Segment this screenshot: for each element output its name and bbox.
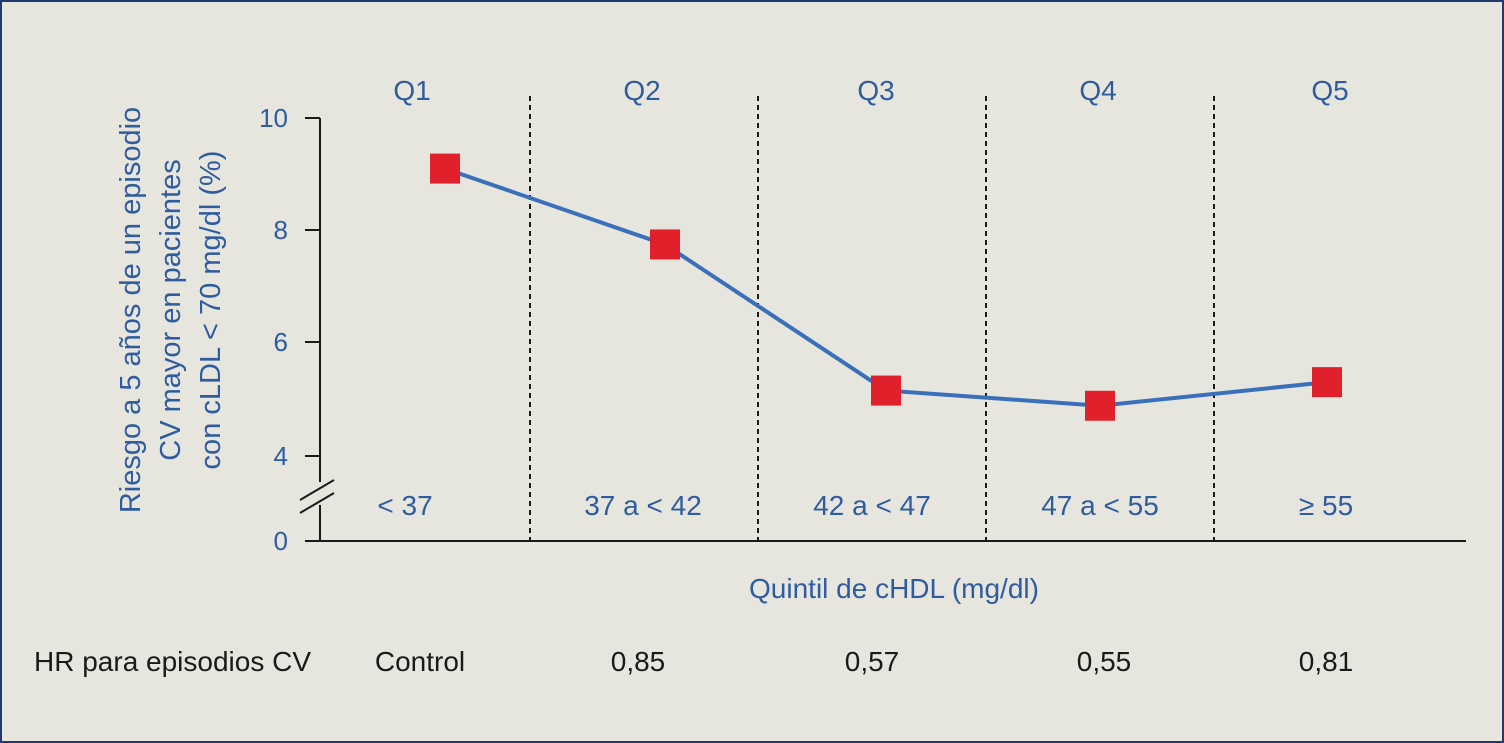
range-label-q4: 47 a < 55 xyxy=(1041,490,1159,521)
y-axis-label-line-1: Riesgo a 5 años de un episodio xyxy=(115,107,147,513)
hr-value-q4: 0,55 xyxy=(1077,646,1132,677)
hr-value-q1: Control xyxy=(375,646,465,677)
hr-value-q5: 0,81 xyxy=(1299,646,1354,677)
data-point-q4 xyxy=(1085,390,1115,421)
y-tick-label-10: 10 xyxy=(259,103,288,133)
hr-value-q2: 0,85 xyxy=(611,646,666,677)
range-label-q5: ≥ 55 xyxy=(1299,490,1353,521)
data-point-q2 xyxy=(650,229,680,260)
x-axis-label: Quintil de cHDL (mg/dl) xyxy=(749,573,1039,604)
data-point-q5 xyxy=(1312,367,1342,398)
range-label-q1: < 37 xyxy=(377,490,432,521)
y-tick-label-0: 0 xyxy=(274,526,288,556)
quintile-label-q2: Q2 xyxy=(623,75,660,106)
hr-row-label: HR para episodios CV xyxy=(34,646,311,677)
quintile-label-q1: Q1 xyxy=(393,75,430,106)
data-point-q3 xyxy=(871,375,901,406)
y-axis-label-line-2: CV mayor en pacientes xyxy=(155,159,187,460)
y-axis-label-line-3: con cLDL < 70 mg/dl (%) xyxy=(195,151,227,470)
range-label-q3: 42 a < 47 xyxy=(813,490,931,521)
y-tick-label-8: 8 xyxy=(274,215,288,245)
y-tick-label-6: 6 xyxy=(274,327,288,357)
axis-break-mark-2 xyxy=(299,492,335,514)
quintile-label-q3: Q3 xyxy=(857,75,894,106)
y-axis-label: Riesgo a 5 años de un episodio CV mayor … xyxy=(115,107,227,513)
y-tick-label-4: 4 xyxy=(274,441,288,471)
series-layer xyxy=(430,153,1342,421)
data-point-q1 xyxy=(430,153,460,184)
hr-value-q3: 0,57 xyxy=(845,646,900,677)
axis-break-mark-1 xyxy=(299,479,335,501)
range-label-q2: 37 a < 42 xyxy=(584,490,702,521)
series-line xyxy=(444,166,1328,408)
quintile-label-q4: Q4 xyxy=(1079,75,1116,106)
quintile-label-q5: Q5 xyxy=(1311,75,1348,106)
